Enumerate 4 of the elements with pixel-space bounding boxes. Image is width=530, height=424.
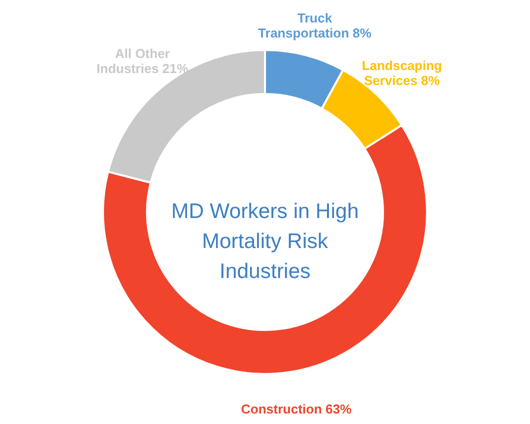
text: MD Workers in High Mortality Risk Industries: [171, 200, 359, 283]
slice-label: Truck Transportation 8%: [258, 10, 372, 40]
slice-label: Landscaping Services 8%: [362, 58, 442, 88]
slice-label: Construction 63%: [241, 402, 352, 417]
